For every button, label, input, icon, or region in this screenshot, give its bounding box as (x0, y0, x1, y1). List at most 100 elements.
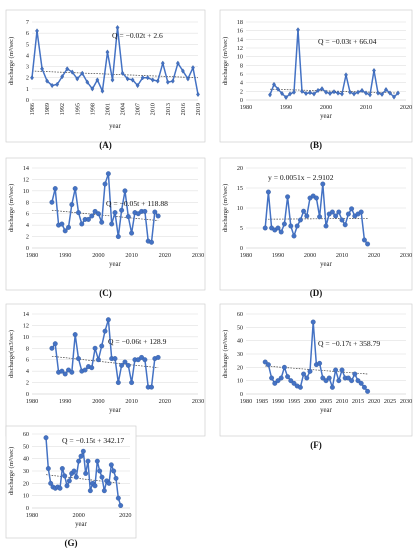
data-point (320, 375, 326, 381)
data-point (70, 69, 75, 75)
data-point (355, 378, 361, 384)
data-point (57, 485, 63, 491)
data-point (294, 223, 300, 229)
data-point (392, 94, 396, 100)
chart-frame (5, 9, 206, 143)
data-point (380, 91, 384, 97)
data-point (304, 90, 308, 97)
x-axis-title: year (320, 407, 332, 414)
data-point (119, 207, 125, 213)
x-tick-label: 1985 (256, 398, 268, 405)
data-point (291, 380, 297, 386)
data-point (115, 234, 121, 240)
y-tick-label: 4 (26, 222, 29, 229)
data-point (313, 195, 319, 201)
data-point (345, 375, 351, 381)
data-point (62, 371, 68, 377)
x-tick-label: 1980 (240, 252, 252, 259)
y-tick-label: 50 (237, 324, 243, 331)
data-point (129, 230, 135, 236)
data-point (89, 213, 95, 219)
data-point (102, 181, 108, 187)
data-point (186, 76, 190, 82)
data-point (72, 332, 78, 338)
x-tick-label: 2020 (159, 252, 171, 259)
data-point (76, 356, 81, 362)
data-point (272, 81, 276, 87)
x-tick-label: 1980 (26, 252, 38, 259)
y-tick-label: 8 (240, 62, 243, 69)
data-point (285, 194, 291, 200)
data-point (99, 343, 105, 349)
x-tick-label: 2001 (104, 103, 111, 115)
data-point (358, 209, 364, 215)
data-point (49, 345, 55, 351)
data-point (99, 474, 105, 480)
data-point (348, 89, 352, 95)
y-tick-label: 5 (26, 41, 29, 48)
y-axis-title: discharge (m³/sec) (222, 184, 229, 233)
data-point (196, 91, 200, 97)
data-point (360, 87, 364, 94)
data-point (328, 90, 332, 97)
trend-line (31, 70, 199, 79)
data-point (396, 90, 400, 96)
data-point (301, 208, 307, 214)
x-axis-title: year (320, 113, 332, 120)
data-point (115, 25, 120, 31)
data-point (108, 462, 114, 468)
data-point (105, 317, 111, 323)
data-point (292, 89, 296, 95)
y-tick-label: 0 (240, 391, 243, 398)
data-point (48, 480, 54, 486)
data-point (361, 237, 367, 243)
data-point (365, 388, 371, 394)
data-point (102, 328, 108, 334)
data-point (288, 91, 292, 97)
trend-line (51, 209, 159, 221)
data-point (83, 471, 89, 476)
data-point (155, 78, 160, 84)
panel-label: (A) (99, 140, 112, 150)
data-point (150, 77, 155, 83)
x-tick-label: 2000 (304, 252, 316, 259)
x-tick-label: 1986 (29, 103, 36, 115)
x-tick-label: 1980 (240, 398, 252, 405)
data-point (265, 362, 271, 368)
data-point (97, 468, 103, 474)
data-point (344, 72, 348, 78)
panel-label: (G) (65, 538, 78, 548)
x-tick-label: 2000 (92, 252, 104, 259)
data-point (125, 214, 131, 220)
data-point (76, 210, 81, 216)
data-point (175, 60, 180, 66)
y-tick-label: 12 (23, 322, 29, 329)
y-tick-label: 18 (237, 19, 243, 26)
data-point (281, 221, 287, 227)
chart-frame (219, 157, 413, 291)
data-point (69, 202, 75, 208)
data-point (90, 86, 95, 92)
x-tick-label: 2007 (135, 103, 142, 115)
data-point (118, 503, 124, 508)
data-point (122, 188, 128, 194)
data-point (66, 224, 71, 230)
x-tick-label: 1980 (26, 512, 38, 519)
regression-equation: Q = −0.15t + 342.17 (62, 436, 124, 445)
data-point (43, 435, 49, 441)
data-point (112, 356, 118, 362)
data-point (100, 88, 105, 94)
x-tick-label: 2000 (72, 512, 84, 519)
x-tick-label: 1980 (26, 398, 38, 405)
data-point (278, 229, 284, 235)
data-point (320, 181, 326, 187)
data-point (320, 86, 324, 92)
y-axis-title: discharge(m3/sec) (8, 330, 15, 378)
y-tick-label: 4 (26, 52, 29, 59)
x-axis-title: year (109, 407, 121, 414)
y-tick-label: 10 (23, 334, 29, 341)
data-point (300, 88, 304, 94)
x-tick-label: 2000 (320, 104, 332, 111)
data-point (349, 206, 355, 212)
